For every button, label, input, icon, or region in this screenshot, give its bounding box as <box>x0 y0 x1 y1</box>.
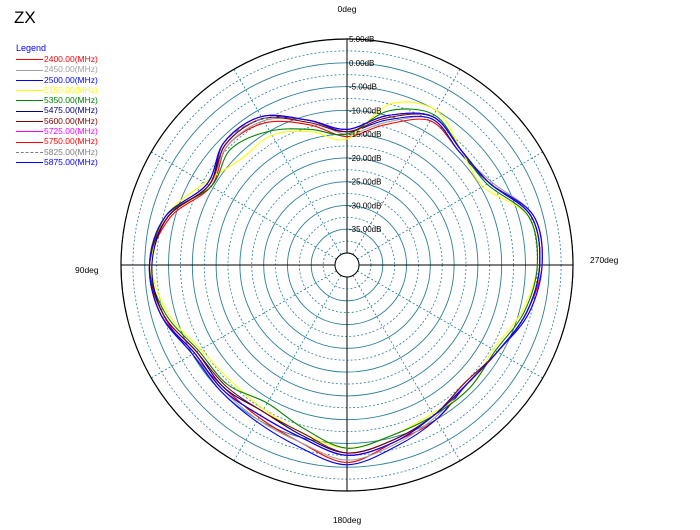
legend-swatch <box>16 59 43 61</box>
radial-tick-label: 0.00dB <box>349 59 374 68</box>
axis-labels: 5.00dB 0.00dB -5.00dB -10.00dB -15.00dB -20.0… <box>75 4 619 525</box>
series-curve <box>148 113 541 454</box>
legend-entry: 5350.00(MHz) <box>16 95 98 105</box>
legend-swatch <box>16 141 43 143</box>
legend-label: 5350.00(MHz) <box>44 95 98 106</box>
legend: Legend 2400.00(MHz) 2450.00(MHz) 2500.00(M… <box>16 43 98 167</box>
legend-label: 2500.00(MHz) <box>44 74 98 85</box>
series-curve <box>148 112 541 456</box>
legend-swatch <box>16 110 43 112</box>
legend-label: 5875.00(MHz) <box>44 156 98 167</box>
series-curve <box>148 112 541 456</box>
legend-entry: 2500.00(MHz) <box>16 75 98 85</box>
legend-swatch <box>16 162 43 164</box>
radial-tick-label: -20.00dB <box>349 154 381 163</box>
series-curve <box>148 112 541 456</box>
legend-entry: 5600.00(MHz) <box>16 116 98 126</box>
radial-tick-label: -15.00dB <box>349 130 381 139</box>
radial-tick-label: -30.00dB <box>349 201 381 210</box>
inner-ring <box>334 252 360 278</box>
legend-swatch <box>16 131 43 133</box>
pattern-curves <box>148 101 543 466</box>
radial-tick-label: 5.00dB <box>349 35 374 44</box>
legend-entry: 5475.00(MHz) <box>16 105 98 115</box>
angle-label: 180deg <box>333 515 362 525</box>
series-curve <box>151 112 541 454</box>
legend-label: 5150.00(MHz) <box>44 84 98 95</box>
legend-entry: 5825.00(MHz) <box>16 147 98 157</box>
legend-items: 2400.00(MHz) 2450.00(MHz) 2500.00(MHz) 5150… <box>16 54 98 167</box>
series-curve <box>148 116 543 461</box>
series-curve <box>148 118 543 464</box>
legend-label: 5725.00(MHz) <box>44 126 98 137</box>
radial-tick-label: -25.00dB <box>349 178 381 187</box>
legend-entry: 5150.00(MHz) <box>16 85 98 95</box>
legend-label: 2450.00(MHz) <box>44 64 98 75</box>
legend-label: 5475.00(MHz) <box>44 105 98 116</box>
chart-title: ZX <box>14 8 36 27</box>
outer-ring <box>120 38 574 492</box>
legend-swatch <box>16 69 43 71</box>
legend-title: Legend <box>16 43 47 53</box>
series-curve <box>148 108 539 449</box>
radial-tick-label: -35.00dB <box>349 225 381 234</box>
angle-label: 0deg <box>338 4 357 14</box>
legend-swatch <box>16 121 43 123</box>
legend-entry: 5750.00(MHz) <box>16 136 98 146</box>
legend-entry: 5725.00(MHz) <box>16 126 98 136</box>
legend-label: 5750.00(MHz) <box>44 136 98 147</box>
legend-swatch <box>16 151 43 153</box>
legend-swatch <box>16 100 43 102</box>
legend-label: 5600.00(MHz) <box>44 115 98 126</box>
legend-entry: 5875.00(MHz) <box>16 157 98 167</box>
series-curve <box>148 112 541 456</box>
legend-entry: 2450.00(MHz) <box>16 64 98 74</box>
angle-label: 270deg <box>590 255 619 265</box>
angle-label: 90deg <box>75 265 99 275</box>
legend-swatch <box>16 79 43 81</box>
legend-swatch <box>16 90 43 92</box>
legend-label: 5825.00(MHz) <box>44 146 98 157</box>
radial-tick-label: -5.00dB <box>349 83 377 92</box>
polar-grid <box>120 38 574 492</box>
radial-tick-label: -10.00dB <box>349 106 381 115</box>
legend-label: 2400.00(MHz) <box>44 54 98 64</box>
legend-entry: 2400.00(MHz) <box>16 54 98 64</box>
